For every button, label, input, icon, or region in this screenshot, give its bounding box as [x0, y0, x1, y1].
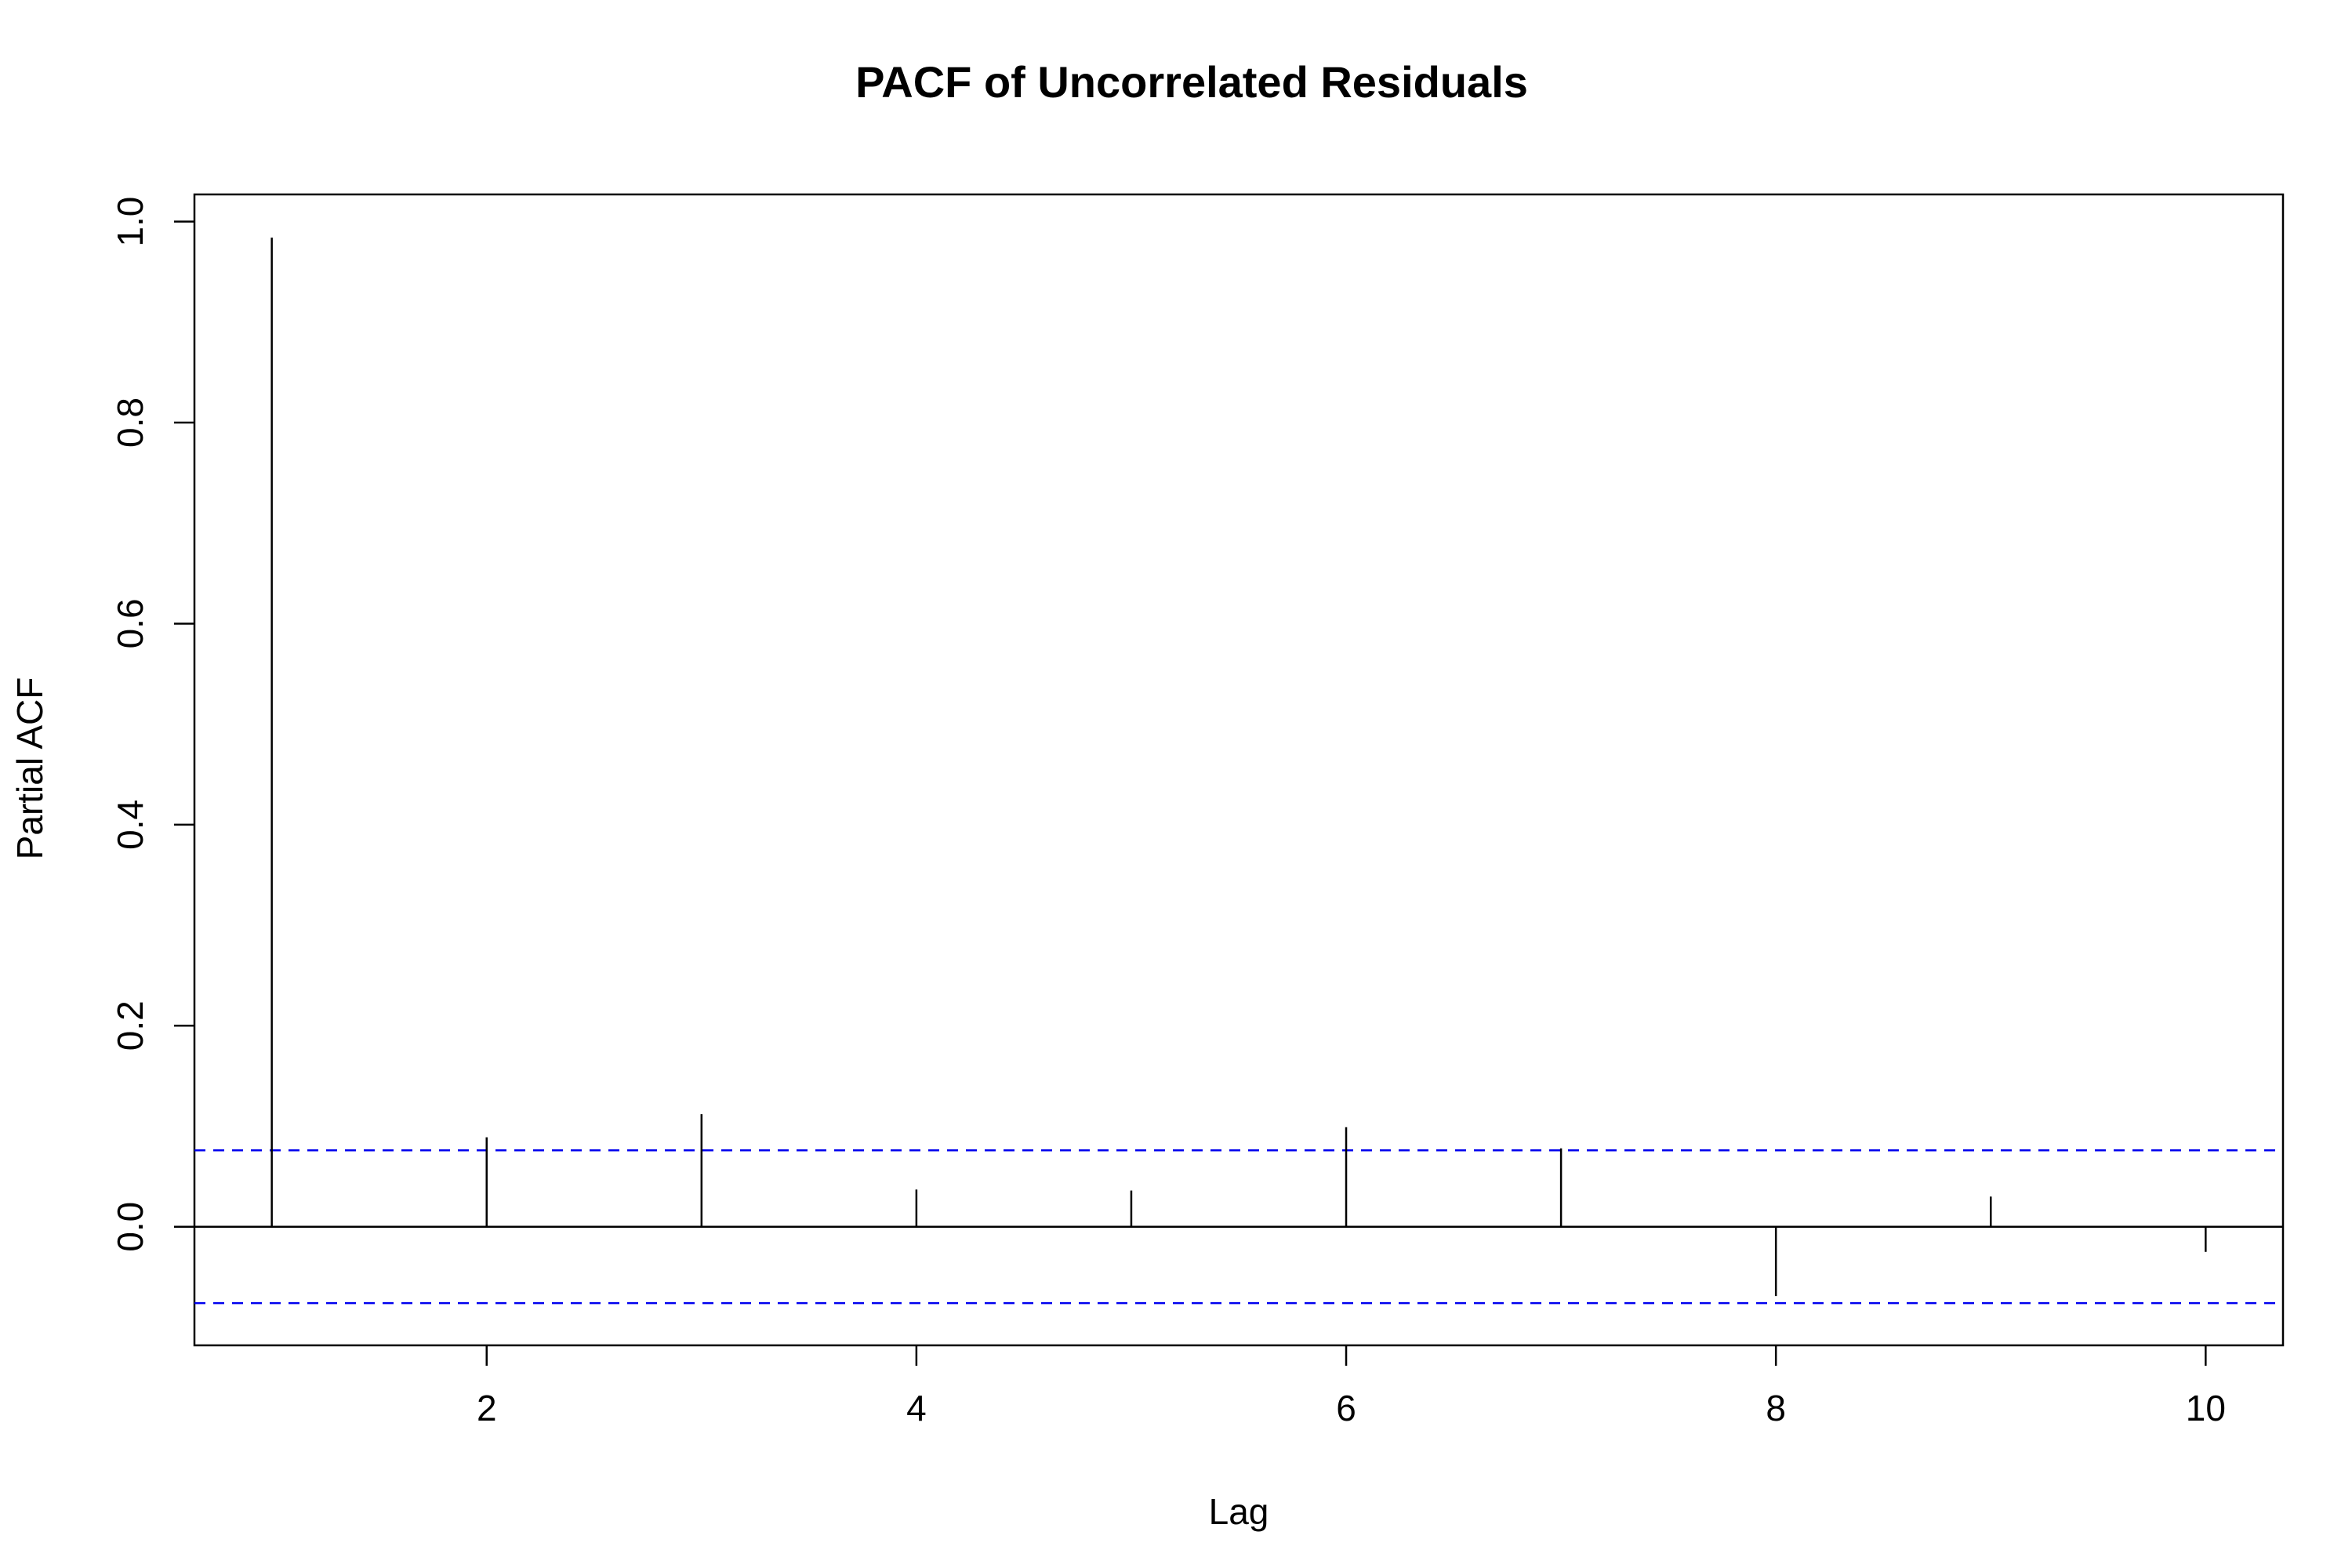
confidence-bounds	[194, 1149, 2283, 1305]
x-tick-label: 4	[906, 1388, 927, 1428]
y-tick-label: 0.8	[110, 397, 151, 448]
x-tick-label: 8	[1766, 1388, 1786, 1428]
x-axis-label: Lag	[1209, 1491, 1269, 1532]
plot-frame	[193, 193, 2285, 1347]
pacf-spikes	[270, 238, 2207, 1297]
y-tick-label: 0.4	[110, 800, 151, 850]
chart-title: PACF of Uncorrelated Residuals	[855, 57, 1528, 107]
axes-layer: 2 4 6 8 10 0.0 0.2 0.4 0.6 0.8 1.0	[110, 197, 2283, 1428]
x-tick-label: 10	[2186, 1388, 2226, 1428]
y-tick-label: 0.6	[110, 598, 151, 648]
y-tick-label: 0.0	[110, 1202, 151, 1252]
x-tick-label: 2	[477, 1388, 497, 1428]
y-axis-label: Partial ACF	[9, 677, 50, 860]
x-tick-label: 6	[1336, 1388, 1356, 1428]
y-tick-label: 0.2	[110, 1000, 151, 1051]
y-tick-label: 1.0	[110, 197, 151, 247]
